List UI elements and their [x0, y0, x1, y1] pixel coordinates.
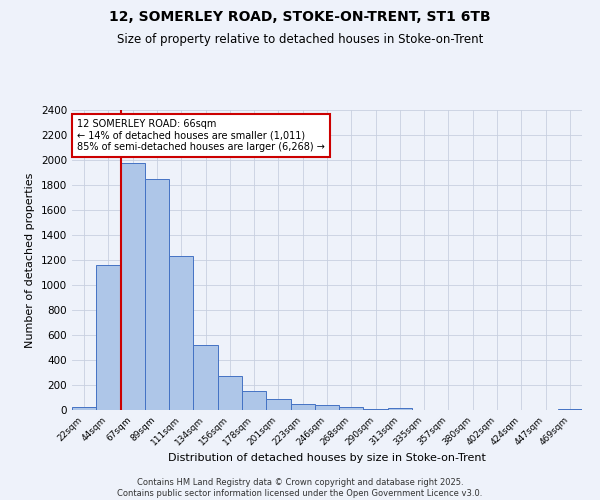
Bar	[364, 408, 388, 410]
Text: 12, SOMERLEY ROAD, STOKE-ON-TRENT, ST1 6TB: 12, SOMERLEY ROAD, STOKE-ON-TRENT, ST1 6…	[109, 10, 491, 24]
X-axis label: Distribution of detached houses by size in Stoke-on-Trent: Distribution of detached houses by size …	[168, 452, 486, 462]
Bar	[266, 399, 290, 410]
Bar	[242, 390, 266, 410]
Bar	[96, 265, 121, 410]
Y-axis label: Number of detached properties: Number of detached properties	[25, 172, 35, 348]
Bar	[339, 407, 364, 410]
Bar	[72, 407, 96, 410]
Bar	[558, 409, 582, 410]
Bar	[145, 179, 169, 410]
Bar	[121, 163, 145, 410]
Bar	[218, 376, 242, 410]
Text: Contains HM Land Registry data © Crown copyright and database right 2025.
Contai: Contains HM Land Registry data © Crown c…	[118, 478, 482, 498]
Bar	[169, 256, 193, 410]
Bar	[290, 404, 315, 410]
Bar	[193, 345, 218, 410]
Bar	[388, 408, 412, 410]
Text: Size of property relative to detached houses in Stoke-on-Trent: Size of property relative to detached ho…	[117, 32, 483, 46]
Bar	[315, 405, 339, 410]
Text: 12 SOMERLEY ROAD: 66sqm
← 14% of detached houses are smaller (1,011)
85% of semi: 12 SOMERLEY ROAD: 66sqm ← 14% of detache…	[77, 119, 325, 152]
